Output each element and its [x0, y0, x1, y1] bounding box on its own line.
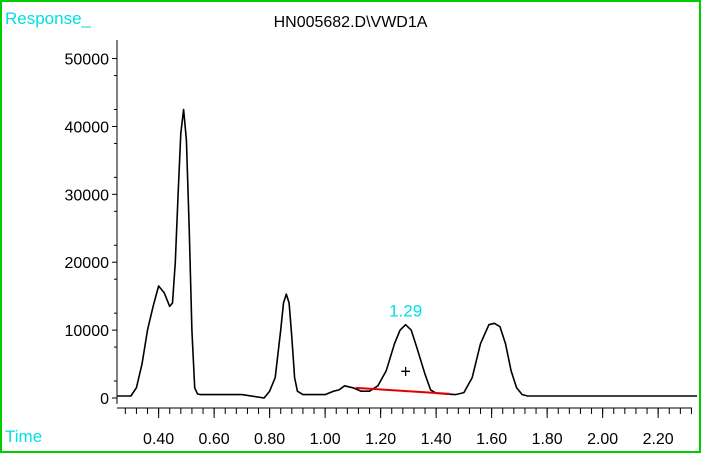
x-tick-label: 0.60 [199, 431, 230, 448]
integration-baseline [355, 386, 451, 395]
x-tick-label: 1.00 [310, 431, 341, 448]
x-tick-label: 1.80 [532, 431, 563, 448]
y-axis-label: Response_ [5, 9, 92, 28]
chromatogram-trace [117, 108, 697, 399]
chart-title: HN005682.D\VWD1A [273, 14, 428, 31]
x-tick-label: 1.20 [365, 431, 396, 448]
peak-marker: + [400, 362, 411, 382]
x-axis-label: Time [5, 427, 43, 446]
y-tick-label: 20000 [65, 255, 110, 272]
y-tick-label: 40000 [65, 119, 110, 136]
y-tick-label: 10000 [65, 323, 110, 340]
x-tick-label: 0.80 [254, 431, 285, 448]
y-tick-label: 30000 [65, 187, 110, 204]
x-tick-label: 1.60 [476, 431, 507, 448]
x-tick-label: 1.40 [421, 431, 452, 448]
peak-retention-label: 1.29 [389, 302, 422, 321]
y-tick-label: 50000 [65, 52, 110, 69]
x-tick-label: 2.00 [587, 431, 618, 448]
y-tick-label: 0 [100, 391, 109, 408]
x-tick-label: 2.20 [643, 431, 674, 448]
x-tick-label: 0.40 [143, 431, 174, 448]
